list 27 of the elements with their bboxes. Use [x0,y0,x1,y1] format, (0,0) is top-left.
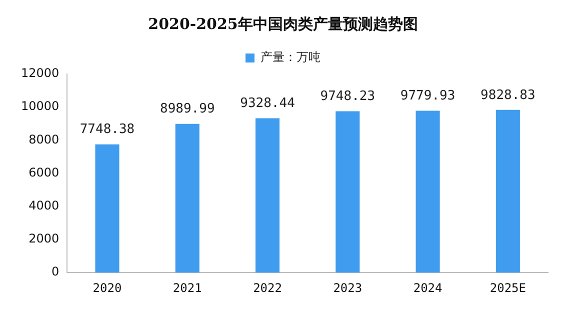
data-label: 9328.44 [240,96,296,112]
bar [256,118,280,273]
data-label: 9748.23 [320,89,376,104]
bar [95,144,120,273]
data-label: 9779.93 [400,88,456,104]
chart-title: 2020-2025年中国肉类产量预测趋势图 [148,14,418,33]
y-tick-label: 0 [52,264,60,279]
data-label: 9828.83 [480,88,536,103]
data-label: 8989.99 [160,102,215,117]
x-tick-label: 2023 [333,280,362,295]
bar [336,111,360,273]
y-tick-label: 8000 [28,132,60,146]
x-tick-label: 2024 [413,280,442,295]
y-tick-label: 12000 [20,66,60,80]
x-tick-label: 2021 [172,280,202,295]
y-tick-label: 4000 [28,198,60,213]
y-tick-label: 2000 [28,232,60,246]
x-tick-label: 2025E [490,280,526,295]
data-label: 7748.38 [80,122,135,138]
bar [416,110,440,273]
x-tick-label: 2020 [92,280,122,295]
y-tick-label: 10000 [20,99,60,114]
bar [496,110,520,273]
legend-label: 产量：万吨 [260,50,320,64]
y-tick-label: 6000 [28,165,60,180]
bar [175,124,200,273]
x-tick-label: 2022 [253,280,282,295]
